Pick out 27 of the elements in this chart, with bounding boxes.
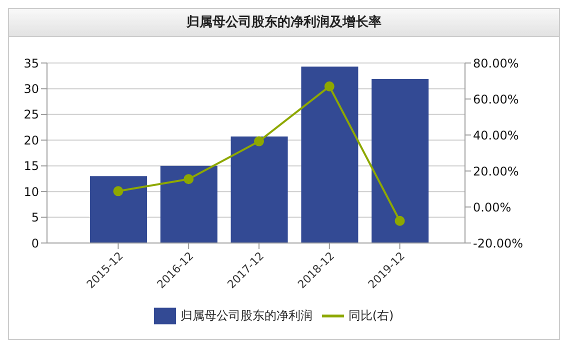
y-tick-label: 30 [24, 82, 39, 96]
y-tick-label: 25 [24, 108, 39, 122]
point [324, 81, 334, 92]
point [254, 136, 264, 146]
y-tick-label: 35 [24, 56, 39, 70]
y-tick-label: 0 [31, 236, 39, 250]
bar [230, 136, 288, 243]
point [184, 174, 194, 184]
y-tick-label: 20 [24, 133, 39, 148]
y-tick-label: 10 [24, 184, 39, 199]
y2-tick-label: -20.00% [473, 236, 524, 250]
y2-tick-label: 40.00% [473, 128, 519, 142]
y2-tick-label: 80.00% [473, 56, 519, 70]
bar [90, 176, 147, 243]
y2-tick-label: 20.00% [473, 164, 519, 178]
y-tick-label: 5 [31, 210, 39, 225]
legend-label: 同比(右) [348, 308, 394, 322]
chart-title: 归属母公司股东的净利润及增长率 [9, 9, 559, 37]
point [113, 186, 124, 196]
bar [160, 166, 218, 243]
bar [301, 66, 358, 243]
y2-tick-label: 0.00% [473, 200, 512, 214]
legend-label: 归属母公司股东的净利润 [180, 308, 312, 322]
bar [372, 78, 429, 243]
y-tick-label: 15 [24, 159, 39, 174]
y2-tick-label: 60.00% [473, 92, 519, 106]
point [394, 216, 405, 226]
